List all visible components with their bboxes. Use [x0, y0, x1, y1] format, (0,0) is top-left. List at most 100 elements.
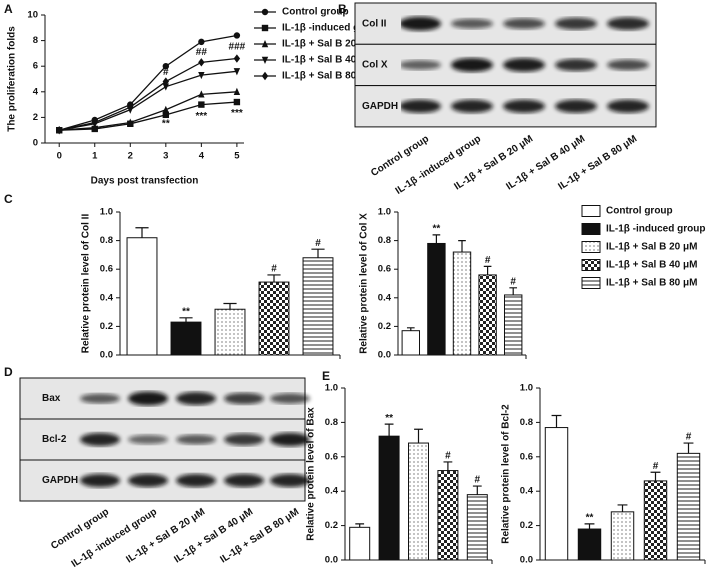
blot-label-bg — [357, 11, 401, 37]
marker — [127, 102, 134, 112]
blot-band — [224, 433, 264, 446]
blot-band — [607, 99, 649, 113]
marker — [56, 126, 63, 135]
error-bar — [617, 504, 628, 512]
x-tick-label: 1 — [92, 151, 98, 162]
blot-band — [503, 58, 545, 72]
blot-band — [503, 99, 545, 113]
y-tick-label: 0.4 — [100, 292, 114, 303]
marker — [162, 77, 170, 86]
legend-swatch — [581, 277, 601, 289]
blot-band — [270, 473, 310, 488]
y-tick-label: 6 — [33, 61, 38, 72]
annotation: # — [510, 276, 516, 287]
legend-swatch — [581, 259, 601, 271]
blot-band — [176, 434, 216, 445]
blot-row-label: Bax — [42, 393, 61, 404]
y-tick-label: 0 — [33, 138, 38, 149]
y-tick-label: 2 — [33, 112, 38, 123]
y-tick-label: 0.0 — [520, 555, 533, 566]
error-bar — [443, 461, 453, 471]
blot-label-bg — [22, 468, 66, 493]
legend-label: IL-1β + Sal B 40 μM — [606, 260, 697, 271]
bar — [258, 281, 290, 356]
panel-label: A — [4, 2, 13, 16]
marker — [198, 58, 205, 67]
marker — [127, 118, 134, 126]
legend-label: IL-1β + Sal B 40 μM — [282, 55, 373, 66]
legend-label: IL-1β -induced group — [606, 224, 705, 235]
blot-label-bg — [22, 386, 66, 411]
marker — [261, 56, 269, 64]
annotation: # — [315, 238, 321, 249]
blot-band — [128, 434, 168, 445]
panel-label: D — [4, 365, 13, 379]
legend-label: IL-1β -induced group — [282, 23, 381, 34]
y-tick-label: 0.4 — [378, 292, 392, 303]
bar — [676, 452, 701, 561]
panel-label: B — [338, 2, 347, 16]
blot-band — [451, 99, 493, 113]
y-tick-label: 0.2 — [520, 520, 533, 531]
marker — [261, 8, 269, 16]
legend-label: IL-1β + Sal B 20 μM — [606, 242, 697, 253]
error-bar — [432, 234, 441, 244]
blot-row-label: Bcl-2 — [42, 434, 67, 445]
annotation: ** — [385, 413, 393, 424]
legend-label: IL-1β + Sal B 80 μM — [282, 71, 373, 82]
error-bar — [135, 227, 149, 238]
blot-row-label: GAPDH — [42, 475, 78, 486]
lane-label: IL-1β -induced group — [394, 134, 483, 197]
bar — [577, 528, 602, 561]
error-bar — [384, 423, 394, 437]
y-tick-label: 0.2 — [378, 321, 391, 332]
y-tick-label: 0.6 — [100, 264, 113, 275]
blot-band — [270, 432, 310, 447]
y-tick-label: 8 — [33, 35, 38, 46]
error-bar — [355, 523, 365, 528]
marker — [198, 38, 205, 46]
x-axis-label: Days post transfection — [91, 176, 199, 187]
error-bar — [223, 302, 237, 310]
y-axis-label: The proliferation folds — [7, 26, 18, 132]
blot-band — [555, 58, 597, 72]
bar — [214, 308, 246, 356]
panel-label: C — [4, 192, 13, 206]
y-tick-label: 0.8 — [378, 235, 391, 246]
bar — [643, 480, 668, 561]
annotation: *** — [231, 108, 243, 119]
bar — [466, 494, 488, 561]
y-axis-label: Relative protein level of Col II — [81, 214, 92, 354]
error-bar — [458, 240, 466, 253]
blot-band — [399, 60, 441, 70]
marker — [261, 40, 269, 48]
annotation: # — [445, 451, 451, 462]
lane-label: IL-1β -induced group — [70, 507, 159, 570]
y-tick-label: 0.0 — [378, 350, 391, 361]
bar — [408, 442, 429, 561]
legend-swatch — [581, 205, 601, 217]
annotation: *** — [196, 111, 208, 122]
marker — [198, 71, 205, 80]
y-tick-label: 10 — [27, 10, 38, 21]
bar — [126, 237, 158, 356]
annotation: # — [653, 461, 659, 472]
bar — [401, 330, 421, 356]
legend-label: Control group — [606, 206, 673, 217]
error-bar — [311, 248, 325, 258]
lane-label: IL-1β + Sal B 20 μM — [124, 507, 207, 566]
y-tick-label: 0.4 — [325, 486, 339, 497]
blot-label-bg — [357, 52, 401, 78]
x-tick-label: 0 — [57, 151, 62, 162]
y-axis-label: Relative protein level of Col X — [359, 213, 370, 354]
bar — [378, 435, 400, 561]
blot-band — [399, 99, 441, 113]
error-bar — [650, 471, 661, 481]
blot-band — [270, 393, 310, 404]
blot-band — [451, 18, 493, 29]
blot-row-label: GAPDH — [362, 101, 398, 112]
error-bar — [179, 317, 193, 323]
annotation: ## — [196, 47, 208, 58]
annotation: # — [686, 432, 692, 443]
